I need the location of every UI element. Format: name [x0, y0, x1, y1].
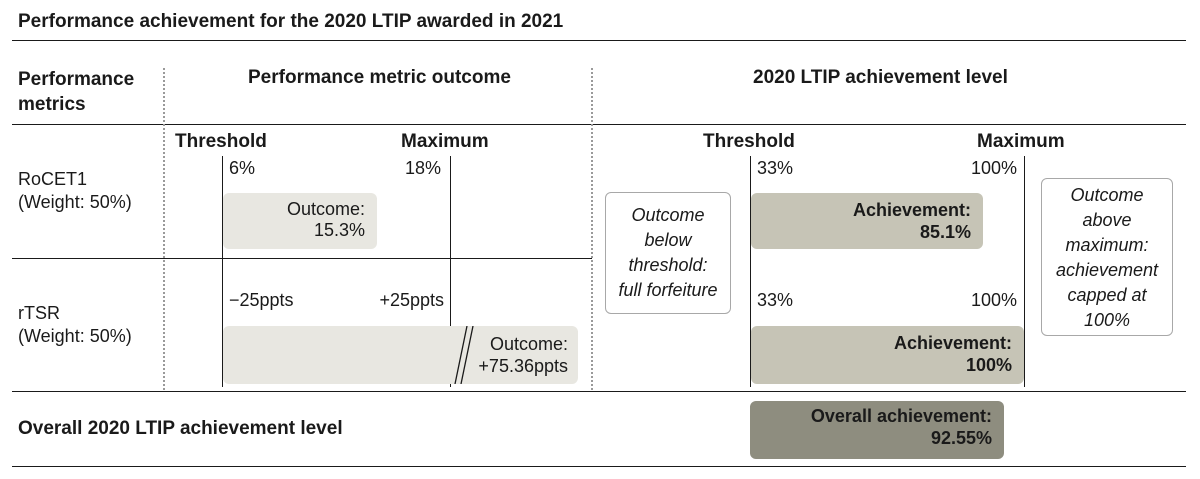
achievement-column-header: 2020 LTIP achievement level [753, 67, 1008, 88]
achievement-maximum-line [1024, 156, 1025, 387]
rocet1-outcome-bar: Outcome: 15.3% [223, 193, 377, 249]
metric-label-rtsr: rTSR (Weight: 50%) [18, 303, 132, 346]
rtsr-achievement-maximum-value: 100% [970, 290, 1017, 310]
rocet1-achievement-threshold-value: 33% [757, 158, 794, 178]
metrics-column-header: Performance metrics [18, 69, 135, 115]
rtsr-achievement-threshold-value: 33% [757, 290, 794, 310]
rocet1-achievement-maximum-value: 100% [970, 158, 1017, 178]
title-rule [12, 40, 1186, 41]
rocet1-threshold-value: 6% [229, 158, 256, 178]
overall-label: Overall 2020 LTIP achievement level [18, 418, 343, 439]
achievement-threshold-line [750, 156, 751, 387]
row-divider [12, 258, 592, 259]
column-separator-2 [591, 68, 593, 390]
metric-label-rocet1: RoCET1 (Weight: 50%) [18, 169, 132, 212]
achievement-threshold-header: Threshold [703, 131, 795, 152]
rocet1-maximum-value: 18% [404, 158, 441, 178]
rtsr-maximum-value: +25ppts [379, 290, 444, 310]
rtsr-outcome-bar: Outcome: +75.36ppts [223, 326, 578, 384]
rocet1-achievement-bar: Achievement: 85.1% [751, 193, 983, 249]
chart-title: Performance achievement for the 2020 LTI… [18, 11, 564, 32]
above-maximum-note: Outcome above maximum: achievement cappe… [1041, 178, 1173, 336]
outcome-maximum-line [450, 156, 451, 387]
overall-bottom-rule [12, 466, 1186, 467]
rtsr-outcome-label: Outcome: +75.36ppts [478, 334, 568, 376]
rtsr-achievement-bar: Achievement: 100% [751, 326, 1024, 384]
outcome-threshold-line [222, 156, 223, 387]
achievement-maximum-header: Maximum [977, 131, 1065, 152]
column-separator-1 [163, 68, 165, 390]
outcome-maximum-header: Maximum [401, 131, 489, 152]
overall-top-rule [12, 391, 1186, 392]
outcome-threshold-header: Threshold [175, 131, 267, 152]
overall-achievement-bar: Overall achievement: 92.55% [750, 401, 1004, 459]
rtsr-threshold-value: −25ppts [229, 290, 294, 310]
axis-break-icon [454, 326, 474, 384]
below-threshold-note: Outcome below threshold: full forfeiture [605, 192, 731, 314]
outcome-column-header: Performance metric outcome [248, 67, 511, 88]
header-rule [12, 124, 1186, 125]
